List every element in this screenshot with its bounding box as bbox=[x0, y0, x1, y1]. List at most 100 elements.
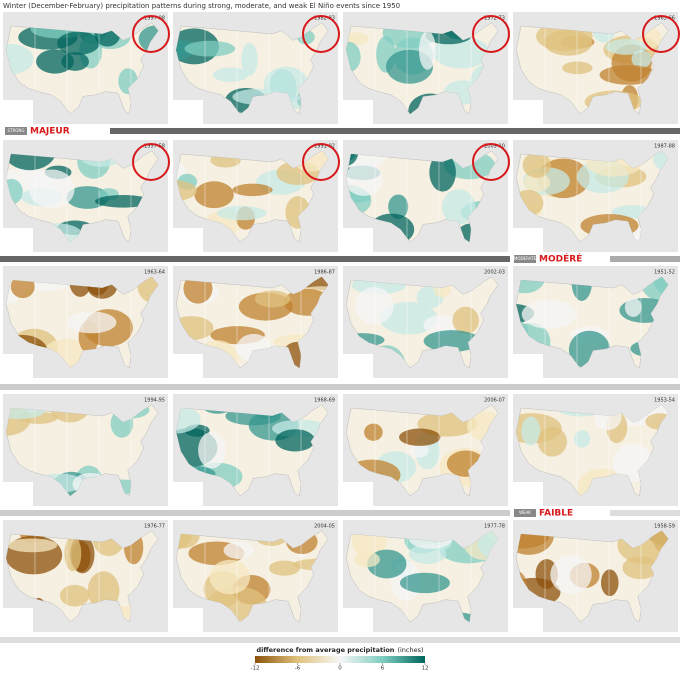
ocean bbox=[513, 100, 543, 124]
year-label: 2002-03 bbox=[484, 270, 505, 276]
anomaly-blob bbox=[423, 330, 480, 352]
anomaly-blob bbox=[194, 181, 234, 209]
anomaly-blob bbox=[184, 40, 236, 57]
category-label: WEAK bbox=[519, 510, 531, 515]
legend-unit: (inches) bbox=[397, 646, 423, 654]
category-tag bbox=[514, 509, 536, 517]
category-tag bbox=[5, 127, 27, 135]
map-panel: 2009-10 bbox=[343, 140, 510, 252]
map-panel: 1997-98 bbox=[3, 12, 170, 124]
anomaly-blob bbox=[95, 195, 152, 208]
legend-tick-label: 6 bbox=[381, 666, 385, 672]
legend-title-text: difference from average precipitation bbox=[256, 646, 394, 654]
ocean bbox=[3, 354, 33, 378]
anomaly-blob bbox=[6, 44, 34, 75]
legend-tick-label: -12 bbox=[251, 666, 260, 672]
map-panel: 1953-54 bbox=[513, 394, 678, 506]
map-panel: 1987-88 bbox=[513, 140, 678, 252]
map-panel: 1976-77 bbox=[3, 520, 168, 632]
anomaly-blob bbox=[423, 315, 461, 335]
legend-tick-label: 12 bbox=[422, 666, 429, 672]
category-note: MODÉRÉ bbox=[539, 253, 582, 265]
anomaly-blob bbox=[364, 423, 383, 441]
year-label: 1968-69 bbox=[314, 398, 335, 404]
year-label: 1987-88 bbox=[654, 144, 675, 150]
legend-tick-label: -6 bbox=[295, 666, 301, 672]
anomaly-blob bbox=[346, 41, 361, 73]
anomaly-blob bbox=[653, 150, 669, 173]
year-label: 2004-05 bbox=[314, 524, 335, 530]
map-panel: 1963-64 bbox=[3, 266, 168, 378]
anomaly-blob bbox=[64, 535, 82, 572]
ocean bbox=[173, 354, 203, 378]
map-panel: 2002-03 bbox=[343, 266, 508, 378]
category-bar bbox=[610, 256, 680, 262]
anomaly-blob bbox=[275, 429, 315, 452]
map-panel: 1965-66 bbox=[513, 12, 680, 124]
year-label: 1997-98 bbox=[144, 16, 165, 22]
ocean bbox=[343, 100, 373, 124]
year-label: 1963-64 bbox=[144, 270, 165, 276]
anomaly-blob bbox=[537, 426, 567, 457]
anomaly-blob bbox=[198, 431, 226, 469]
ocean bbox=[3, 100, 33, 124]
map-panel: 2006-07 bbox=[343, 394, 508, 506]
map-panel: 1957-58 bbox=[3, 140, 170, 252]
anomaly-blob bbox=[346, 150, 359, 167]
anomaly-blob bbox=[66, 311, 117, 334]
ocean bbox=[343, 354, 373, 378]
category-note: FAIBLE bbox=[539, 509, 573, 519]
ocean bbox=[513, 228, 543, 252]
anomaly-blob bbox=[209, 559, 251, 595]
anomaly-blob bbox=[516, 276, 546, 294]
title: Winter (December-February) precipitation… bbox=[3, 2, 400, 10]
anomaly-blob bbox=[216, 205, 267, 221]
anomaly-blob bbox=[355, 287, 394, 325]
anomaly-blob bbox=[59, 584, 90, 607]
anomaly-blob bbox=[29, 169, 75, 209]
anomaly-blob bbox=[409, 442, 429, 458]
ocean bbox=[3, 228, 33, 252]
ocean bbox=[173, 228, 203, 252]
legend-scale bbox=[255, 656, 425, 663]
year-label: 2009-10 bbox=[484, 144, 505, 150]
legend-tick-label: 0 bbox=[338, 666, 342, 672]
anomaly-blob bbox=[624, 297, 642, 317]
highlight-circle bbox=[132, 15, 170, 53]
category-bar bbox=[0, 510, 510, 516]
anomaly-blob bbox=[452, 306, 479, 334]
year-label: 1972-73 bbox=[484, 16, 505, 22]
anomaly-blob bbox=[550, 555, 592, 594]
year-label: 1982-83 bbox=[314, 16, 335, 22]
anomaly-blob bbox=[6, 178, 23, 205]
anomaly-blob bbox=[268, 560, 301, 576]
category-label: MODERATE bbox=[514, 256, 537, 261]
anomaly-blob bbox=[232, 183, 273, 197]
year-label: 2006-07 bbox=[484, 398, 505, 404]
anomaly-blob bbox=[254, 290, 291, 308]
anomaly-blob bbox=[6, 150, 57, 171]
map-panel: 1994-95 bbox=[3, 394, 168, 506]
anomaly-blob bbox=[521, 299, 577, 329]
map-panel: 1951-52 bbox=[513, 266, 678, 378]
year-label: 1958-59 bbox=[654, 524, 675, 530]
highlight-circle bbox=[132, 143, 170, 181]
category-bar bbox=[0, 384, 680, 390]
highlight-circle bbox=[472, 15, 510, 53]
anomaly-blob bbox=[241, 42, 258, 76]
anomaly-blob bbox=[652, 276, 669, 297]
map-panel: 2004-05 bbox=[173, 520, 338, 632]
highlight-circle bbox=[302, 143, 340, 181]
anomaly-blob bbox=[61, 52, 89, 71]
category-label: STRONG bbox=[7, 128, 24, 133]
category-bar bbox=[610, 510, 680, 516]
anomaly-blob bbox=[605, 39, 648, 55]
anomaly-blob bbox=[212, 67, 249, 82]
year-label: 1951-52 bbox=[654, 270, 675, 276]
ocean bbox=[173, 100, 203, 124]
anomaly-blob bbox=[176, 530, 200, 549]
anomaly-blob bbox=[408, 544, 447, 564]
map-panel: 1968-69 bbox=[173, 394, 338, 506]
year-label: 1965-66 bbox=[654, 16, 675, 22]
ocean bbox=[343, 228, 373, 252]
